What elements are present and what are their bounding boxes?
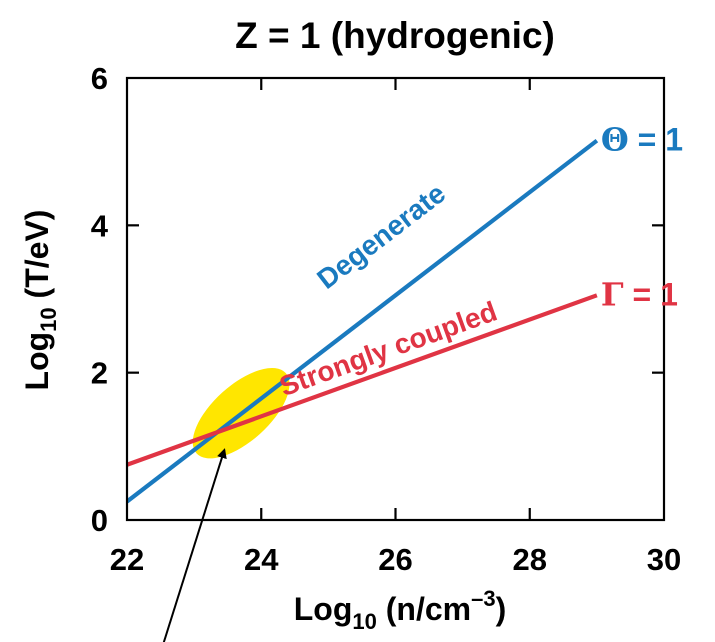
- chart-title: Z = 1 (hydrogenic): [235, 15, 555, 56]
- y-axis-label: Log10 (T/eV): [19, 210, 61, 391]
- x-tick-label: 24: [244, 542, 279, 577]
- series-symbol: Θ: [601, 121, 629, 159]
- annotation-arrow: [162, 448, 227, 642]
- theta-equals-one-label: Θ = 1: [601, 121, 683, 159]
- x-axis-label-superscript: –3: [471, 586, 495, 611]
- series-equation: = 1: [624, 276, 678, 312]
- x-tick-label: 22: [110, 542, 144, 577]
- x-axis-label-prefix: Log: [294, 591, 353, 627]
- y-tick-label: 4: [91, 208, 109, 243]
- x-tick-label: 28: [513, 542, 547, 577]
- degenerate-region-label: Degenerate: [311, 177, 451, 294]
- y-axis-label-rest: (T/eV): [19, 210, 55, 308]
- series-symbol: Γ: [601, 275, 624, 313]
- y-axis-label-prefix: Log: [19, 332, 55, 391]
- series-equation: = 1: [629, 122, 683, 158]
- y-tick-label: 2: [91, 356, 108, 391]
- gamma-equals-one-label: Γ = 1: [601, 275, 678, 313]
- x-tick-label: 26: [378, 542, 412, 577]
- x-axis-label-rest: (n/cm: [377, 591, 471, 627]
- strongly-coupled-region-label: Strongly coupled: [275, 295, 501, 402]
- x-axis-label: Log10 (n/cm–3): [294, 586, 507, 634]
- y-tick-label: 6: [91, 61, 108, 96]
- y-tick-label: 0: [91, 503, 108, 538]
- x-axis-label-subscript: 10: [352, 609, 376, 634]
- x-tick-label: 30: [647, 542, 681, 577]
- x-axis-label-end: ): [496, 591, 507, 627]
- y-axis-label-subscript: 10: [36, 307, 61, 331]
- strongly-coupled-line: [127, 293, 598, 467]
- degenerate-line: [127, 138, 599, 504]
